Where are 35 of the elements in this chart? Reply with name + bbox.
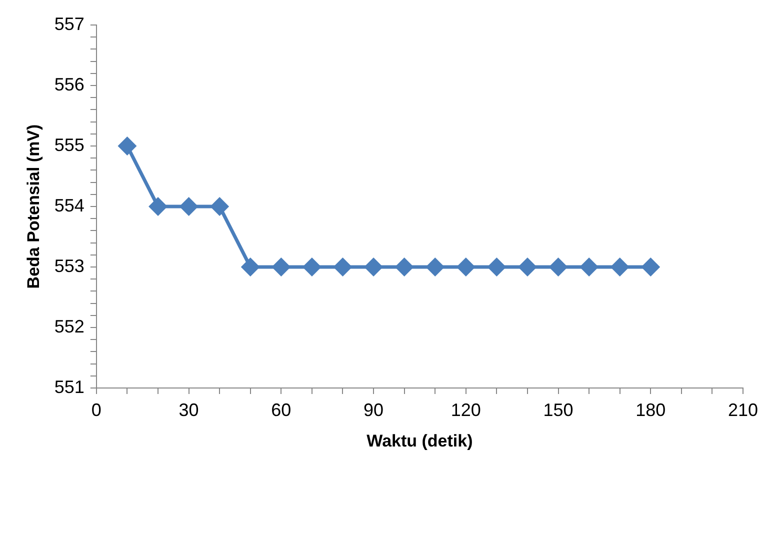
point [396,258,414,276]
x-tick-label: 90 [364,400,384,420]
point [488,258,506,276]
point [426,258,444,276]
point [118,137,136,155]
point [580,258,598,276]
point [334,258,352,276]
point [642,258,660,276]
point [364,258,382,276]
y-tick-label: 555 [54,134,84,155]
point [272,258,290,276]
x-tick-label: 210 [728,400,758,420]
x-axis-title: Waktu (detik) [366,431,473,450]
x-tick-label: 0 [91,400,102,420]
point [550,258,568,276]
point [303,258,321,276]
point [149,198,167,216]
point [611,258,629,276]
x-tick-label: 60 [271,400,292,420]
y-tick-label: 554 [54,195,84,216]
x-tick-label: 150 [543,400,574,420]
y-tick-label: 557 [54,14,84,34]
y-axis-title: Beda Potensial (mV) [24,124,43,289]
point [242,258,260,276]
y-tick-label: 556 [54,74,84,94]
point [180,198,198,216]
x-tick-label: 180 [636,400,666,420]
y-tick-label: 551 [54,376,84,397]
x-tick-label: 120 [450,400,481,420]
point [518,258,536,276]
x-tick-label: 30 [178,400,199,420]
point [210,198,228,216]
point [457,258,475,276]
y-tick-label: 552 [54,316,84,336]
y-tick-label: 553 [54,256,84,276]
